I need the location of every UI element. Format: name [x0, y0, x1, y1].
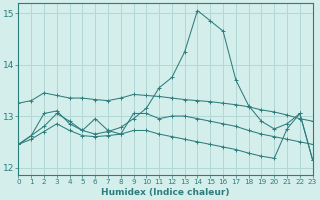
X-axis label: Humidex (Indice chaleur): Humidex (Indice chaleur) — [101, 188, 230, 197]
